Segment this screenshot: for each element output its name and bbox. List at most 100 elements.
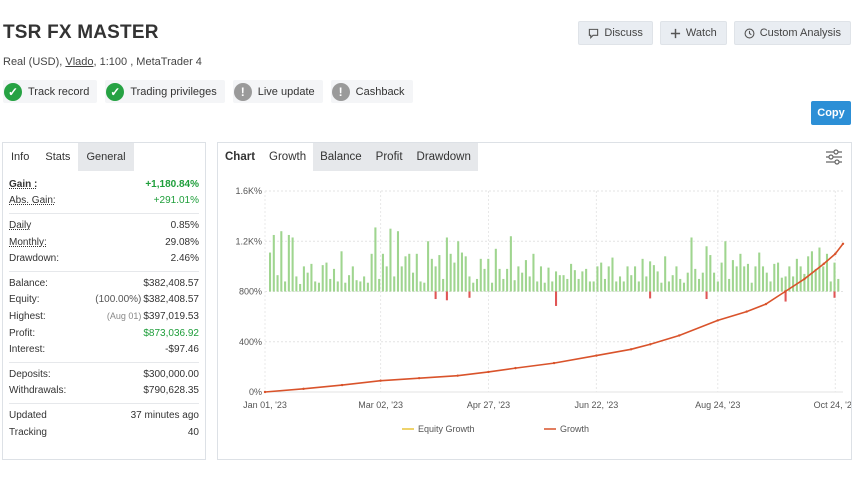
- interest-label: Interest:: [9, 344, 46, 356]
- daily-profit-bar: [626, 266, 629, 292]
- tab-chart[interactable]: Chart: [218, 143, 263, 171]
- daily-profit-bar: [539, 266, 543, 292]
- daily-profit-bar: [370, 253, 373, 292]
- plus-icon: [670, 28, 681, 38]
- abs-gain-label[interactable]: Abs. Gain:: [9, 195, 56, 207]
- custom-analysis-button[interactable]: Custom Analysis: [733, 21, 851, 45]
- legend-growth-label: Growth: [560, 424, 589, 434]
- account-owner-link[interactable]: Vlado: [65, 56, 94, 68]
- daily-profit-bar: [637, 281, 640, 292]
- divider: [9, 361, 199, 363]
- daily-profit-bar: [615, 281, 618, 292]
- daily-profit-bar: [728, 278, 731, 292]
- daily-profit-bar: [716, 281, 719, 292]
- daily-profit-bar: [562, 275, 565, 292]
- tab-info[interactable]: Info: [3, 143, 38, 171]
- copy-button[interactable]: Copy: [811, 101, 851, 125]
- profit-label: Profit:: [9, 327, 36, 339]
- daily-profit-bar: [479, 258, 482, 292]
- daily-profit-bar: [652, 265, 655, 292]
- growth-point: [456, 374, 459, 377]
- daily-profit-bar: [453, 262, 456, 292]
- daily-profit-bar: [393, 276, 396, 292]
- daily-loss-bar: [445, 291, 448, 301]
- daily-loss-bar: [705, 291, 708, 300]
- clock-icon: [744, 28, 755, 38]
- daily-profit-bar: [280, 231, 283, 292]
- daily-label[interactable]: Daily: [9, 219, 32, 231]
- daily-profit-bar: [408, 253, 411, 292]
- daily-profit-bar: [306, 272, 309, 292]
- profit-value: $873,036.92: [143, 327, 199, 339]
- daily-profit-bar: [724, 241, 727, 292]
- daily-profit-bar: [521, 272, 524, 292]
- custom-analysis-label: Custom Analysis: [759, 27, 841, 39]
- growth-point: [784, 290, 787, 293]
- chart-settings-icon[interactable]: [825, 149, 843, 165]
- daily-profit-bar: [701, 272, 704, 292]
- daily-profit-bar: [675, 266, 678, 292]
- daily-profit-bar: [795, 258, 798, 292]
- daily-profit-bar: [667, 281, 670, 292]
- trading-privileges-badge[interactable]: ✓ Trading privileges: [105, 80, 225, 103]
- y-tick-label: 1.6K%: [235, 186, 262, 196]
- daily-loss-bar: [468, 291, 471, 298]
- withdrawals-label: Withdrawals:: [9, 385, 67, 397]
- growth-point: [514, 366, 517, 370]
- deposits-row: Deposits: $300,000.00: [9, 366, 199, 383]
- daily-profit-bar: [754, 266, 757, 292]
- daily-profit-bar: [299, 283, 302, 292]
- withdrawals-row: Withdrawals: $790,628.35: [9, 383, 199, 400]
- daily-profit-bar: [618, 276, 622, 292]
- daily-profit-bar: [310, 263, 313, 292]
- daily-profit-bar: [769, 281, 772, 292]
- track-record-badge[interactable]: ✓ Track record: [3, 80, 98, 103]
- highest-value-wrap: (Aug 01) $397,019.53: [107, 311, 199, 322]
- daily-profit-bar: [773, 263, 776, 292]
- chart-tabs: Chart Growth Balance Profit Drawdown: [218, 143, 851, 171]
- daily-profit-bar: [506, 268, 509, 292]
- daily-profit-bar: [694, 268, 697, 292]
- x-tick-label: Apr 27, '23: [467, 400, 510, 410]
- daily-profit-bar: [645, 276, 648, 292]
- info-tabs: Info Stats General: [3, 143, 205, 171]
- profit-row: Profit: $873,036.92: [9, 325, 199, 342]
- tab-growth[interactable]: Growth: [262, 143, 314, 171]
- tab-profit[interactable]: Profit: [368, 143, 410, 171]
- tracking-row: Tracking 40: [9, 424, 199, 441]
- growth-line: [264, 243, 844, 393]
- daily-profit-bar: [750, 282, 753, 292]
- daily-profit-bar: [634, 266, 637, 292]
- daily-profit-bar: [765, 272, 768, 292]
- gain-label[interactable]: Gain :: [9, 178, 38, 190]
- tab-drawdown[interactable]: Drawdown: [409, 143, 478, 171]
- discuss-button[interactable]: Discuss: [578, 21, 653, 45]
- daily-profit-bar: [611, 257, 614, 292]
- monthly-value: 29.08%: [165, 236, 199, 248]
- live-update-badge[interactable]: ! Live update: [232, 80, 323, 103]
- growth-chart[interactable]: 0% 400% 800% 1.2K% 1.6K% Jan 01, '23 Mar 02, '…: [218, 171, 851, 459]
- tab-balance[interactable]: Balance: [313, 143, 369, 171]
- deposits-value: $300,000.00: [143, 368, 199, 380]
- y-tick-label: 400%: [239, 337, 262, 347]
- daily-profit-bar: [532, 253, 535, 292]
- x-tick-label: Mar 02, '23: [358, 400, 403, 410]
- daily-profit-bar: [389, 228, 392, 292]
- daily-profit-bar: [803, 273, 806, 292]
- drawdown-value: 2.46%: [170, 253, 199, 265]
- tab-stats[interactable]: Stats: [37, 143, 79, 171]
- growth-point: [745, 310, 748, 313]
- daily-profit-bar: [686, 272, 689, 292]
- cashback-badge[interactable]: ! Cashback: [330, 80, 413, 103]
- tab-general[interactable]: General: [78, 143, 134, 171]
- y-tick-label: 800%: [239, 287, 262, 297]
- daily-profit-bar: [412, 272, 415, 292]
- page-title: TSR FX MASTER: [3, 22, 159, 43]
- daily-profit-bar: [404, 256, 407, 292]
- daily-profit-bar: [528, 276, 531, 292]
- monthly-label[interactable]: Monthly:: [9, 236, 47, 248]
- daily-profit-bar: [517, 266, 520, 292]
- x-tick-label: Aug 24, '23: [695, 400, 740, 410]
- watch-button[interactable]: Watch: [659, 21, 727, 45]
- daily-profit-bar: [780, 277, 783, 292]
